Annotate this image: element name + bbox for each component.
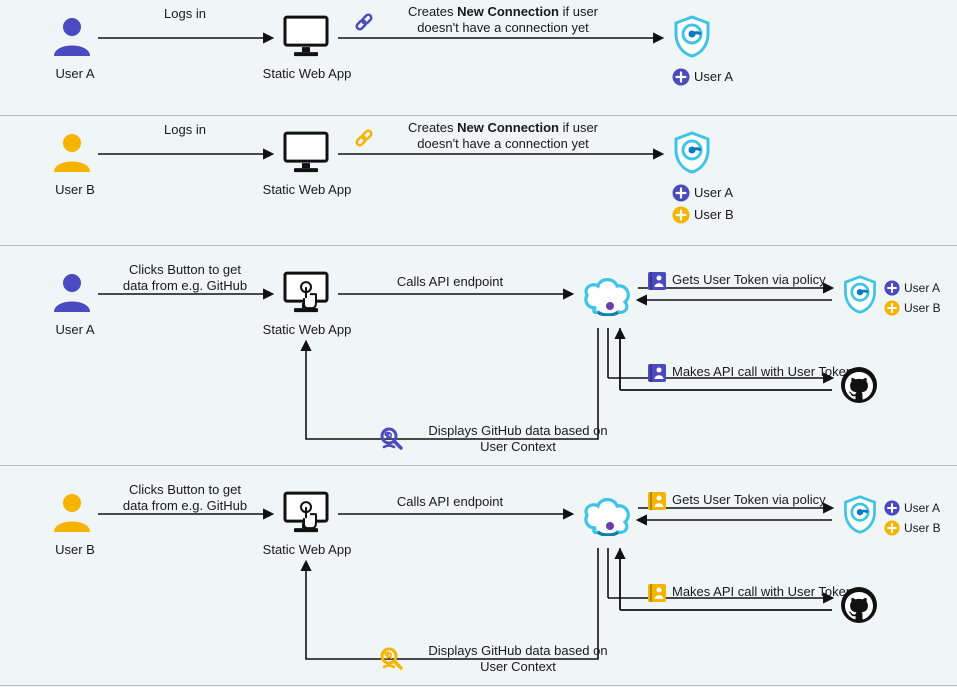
panel-p2: User B Logs in Static Web App Creates New… (0, 116, 957, 246)
token-card-icon (646, 270, 668, 292)
token-label: Gets User Token via policy (672, 272, 842, 288)
webapp-icon (280, 490, 332, 534)
plus-badge (884, 300, 900, 316)
shield-user-label: User A (904, 281, 940, 296)
plus-badge (672, 68, 690, 86)
magnifier-icon (378, 425, 404, 451)
webapp-label: Static Web App (252, 542, 362, 558)
api-card-icon (646, 582, 668, 604)
github-icon (840, 366, 878, 404)
panel-p4: User B Clicks Button to getdata from e.g.… (0, 466, 957, 686)
webapp-icon (280, 14, 332, 58)
shield-icon (840, 274, 880, 314)
user-label: User B (40, 182, 110, 198)
token-card-icon (646, 490, 668, 512)
panel-p3: User A Clicks Button to getdata from e.g.… (0, 246, 957, 466)
shield-user-label: User B (904, 521, 941, 536)
action2-label: Creates New Connection if userdoesn't ha… (378, 120, 628, 153)
action1-label: Logs in (100, 6, 270, 22)
display-label: Displays GitHub data based onUser Contex… (408, 423, 628, 456)
shield-icon (670, 14, 714, 58)
shield-user-label: User A (694, 185, 733, 201)
webapp-icon (280, 130, 332, 174)
user-icon (50, 130, 94, 174)
cloud-icon (580, 274, 636, 316)
token-label: Gets User Token via policy (672, 492, 842, 508)
action1-label: Clicks Button to getdata from e.g. GitHu… (100, 482, 270, 515)
diagram-root: User A Logs in Static Web App Creates New… (0, 0, 957, 686)
shield-icon (670, 130, 714, 174)
panel-p1: User A Logs in Static Web App Creates New… (0, 0, 957, 116)
action1-label: Clicks Button to getdata from e.g. GitHu… (100, 262, 270, 295)
link-icon (352, 126, 376, 150)
plus-badge (672, 206, 690, 224)
calls-api-label: Calls API endpoint (350, 494, 550, 510)
action1-label: Logs in (100, 122, 270, 138)
github-icon (840, 586, 878, 624)
user-label: User A (40, 66, 110, 82)
user-label: User A (40, 322, 110, 338)
shield-icon (840, 494, 880, 534)
calls-api-label: Calls API endpoint (350, 274, 550, 290)
display-label: Displays GitHub data based onUser Contex… (408, 643, 628, 676)
api-card-icon (646, 362, 668, 384)
plus-badge (672, 184, 690, 202)
webapp-label: Static Web App (252, 182, 362, 198)
plus-badge (884, 500, 900, 516)
link-icon (352, 10, 376, 34)
shield-user-label: User A (694, 69, 733, 85)
user-label: User B (40, 542, 110, 558)
shield-user-label: User B (694, 207, 734, 223)
action2-label: Creates New Connection if userdoesn't ha… (378, 4, 628, 37)
webapp-icon (280, 270, 332, 314)
shield-user-label: User A (904, 501, 940, 516)
webapp-label: Static Web App (252, 322, 362, 338)
shield-user-label: User B (904, 301, 941, 316)
plus-badge (884, 520, 900, 536)
magnifier-icon (378, 645, 404, 671)
webapp-label: Static Web App (252, 66, 362, 82)
plus-badge (884, 280, 900, 296)
user-icon (50, 270, 94, 314)
user-icon (50, 490, 94, 534)
user-icon (50, 14, 94, 58)
cloud-icon (580, 494, 636, 536)
